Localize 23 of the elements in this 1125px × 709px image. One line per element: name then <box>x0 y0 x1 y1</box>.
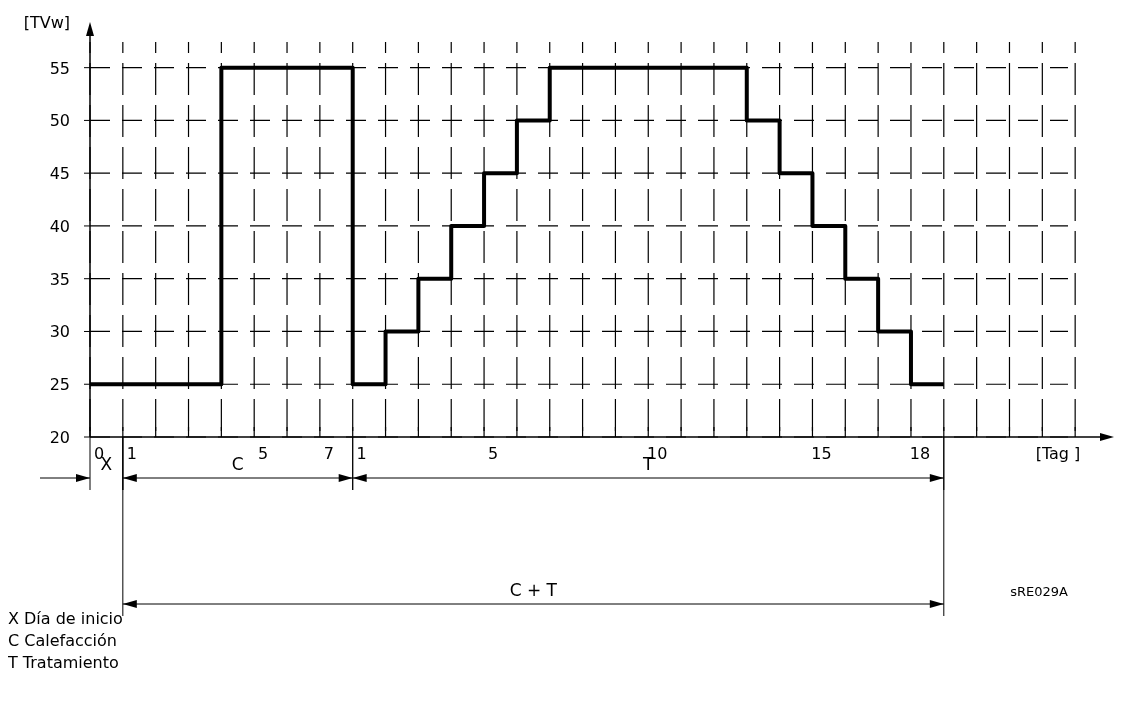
y-tick-label: 50 <box>49 111 70 131</box>
text: sRE029A <box>1010 584 1069 599</box>
y-tick-label: 20 <box>49 428 70 447</box>
x-tick-label: 1 <box>356 444 367 463</box>
text: C Calefacción <box>8 631 117 650</box>
text: T Tratamiento <box>7 653 119 672</box>
x-tick-label: 15 <box>811 444 832 463</box>
y-tick-label: 40 <box>49 216 70 236</box>
x-tick-label: 18 <box>909 444 931 463</box>
text: X Día de inicio <box>8 609 123 628</box>
y-tick-label: 30 <box>49 322 70 342</box>
x-tick-label: 5 <box>487 444 499 463</box>
x-tick-label: 7 <box>323 444 334 463</box>
y-tick-label: 55 <box>49 58 70 78</box>
x-tick-label: 5 <box>258 444 269 463</box>
y-tick-label: 45 <box>49 164 70 184</box>
y-tick-label: 25 <box>49 375 70 395</box>
y-tick-label: 35 <box>49 269 70 289</box>
text: C <box>231 454 244 474</box>
x-axis-title: [Tag ] <box>1035 444 1081 463</box>
x-tick-label: 1 <box>126 444 137 463</box>
y-axis-title: [TVw] <box>23 13 70 32</box>
text: C + T <box>509 580 558 600</box>
